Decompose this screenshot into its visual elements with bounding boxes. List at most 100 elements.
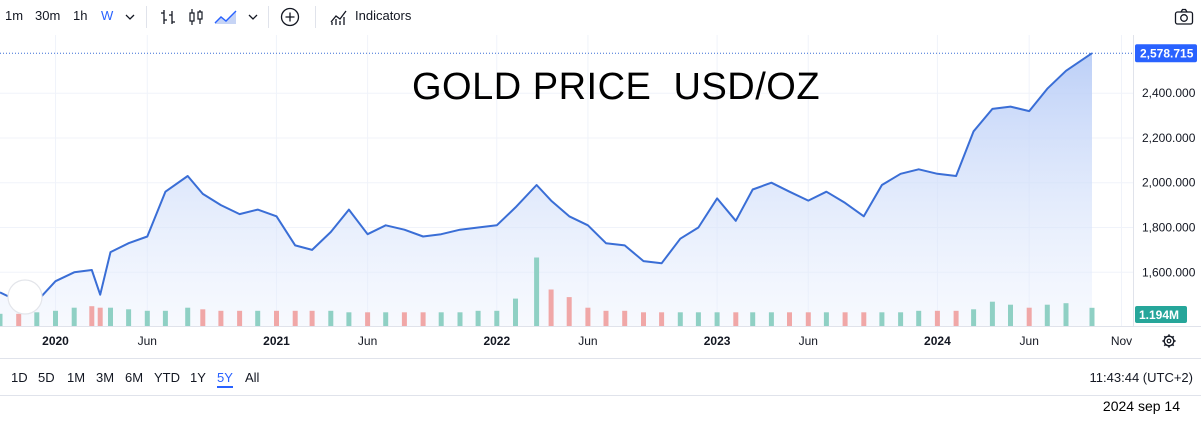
y-tick-label: 2,200.000: [1142, 131, 1196, 145]
price-chart[interactable]: 2,400.000 2,200.000 2,000.000 1,800.000 1,60…: [0, 35, 1201, 358]
x-tick-label: 2023: [704, 334, 731, 348]
x-tick-label: Jun: [1020, 334, 1039, 348]
chevron-down-icon[interactable]: [120, 6, 140, 28]
range-6m[interactable]: 6M: [125, 370, 144, 385]
interval-30m[interactable]: 30m: [35, 8, 61, 23]
volume-bar: [585, 307, 591, 326]
volume-bar: [383, 312, 389, 326]
last-price-label: 2,578.715: [1140, 47, 1194, 61]
volume-bar: [548, 289, 554, 326]
volume-bar: [805, 312, 811, 326]
volume-bar: [475, 310, 481, 326]
chart-title: GOLD PRICE USD/OZ: [412, 66, 821, 108]
volume-bar: [659, 312, 665, 326]
chevron-down-icon[interactable]: [244, 6, 262, 28]
clock: 11:43:44 (UTC+2): [1089, 370, 1193, 385]
volume-bar: [1008, 304, 1013, 326]
interval-w[interactable]: W: [101, 8, 114, 23]
volume-bar: [309, 310, 315, 326]
range-1m[interactable]: 1M: [67, 370, 86, 385]
x-tick-label: 2024: [924, 334, 951, 348]
range-3m[interactable]: 3M: [96, 370, 115, 385]
volume-label: 1.194M: [1139, 308, 1179, 322]
bar-style-icon[interactable]: [157, 6, 179, 28]
volume-bar: [989, 301, 995, 326]
gear-tooth: [1163, 343, 1167, 347]
range-5d[interactable]: 5D: [38, 370, 55, 385]
range-ytd[interactable]: YTD: [154, 370, 180, 385]
volume-bar: [457, 312, 463, 326]
volume-bar: [255, 310, 261, 326]
toolbar-divider: [268, 6, 269, 28]
volume-bar: [842, 312, 848, 326]
area-style-icon[interactable]: [213, 6, 239, 28]
range-5y[interactable]: 5Y: [217, 370, 233, 388]
x-tick-label: Jun: [799, 334, 818, 348]
volume-bar: [346, 312, 352, 326]
toolbar-divider: [146, 6, 147, 28]
gear-hub: [1166, 338, 1172, 344]
volume-bar: [641, 312, 646, 326]
x-tick-label: 2022: [483, 334, 510, 348]
volume-bar: [162, 310, 168, 326]
camera-icon[interactable]: [1172, 6, 1196, 28]
volume-bar: [401, 312, 407, 326]
toolbar-divider: [315, 6, 316, 28]
range-all[interactable]: All: [245, 370, 260, 385]
range-bar: 1D 5D 1M 3M 6M YTD 1Y 5Y All 11:43:44 (U…: [0, 358, 1201, 395]
candle-style-icon[interactable]: [185, 6, 207, 28]
range-1d[interactable]: 1D: [11, 370, 28, 385]
last-price-badge: [1135, 44, 1197, 63]
volume-bar: [1026, 307, 1032, 326]
price-area: [0, 53, 1092, 326]
volume-bar: [603, 310, 609, 326]
settings-gear-icon[interactable]: [1162, 334, 1176, 348]
volume-bar: [768, 312, 774, 326]
volume-bar: [53, 310, 58, 326]
volume-badge: [1135, 306, 1187, 323]
y-tick-label: 1,600.000: [1142, 265, 1196, 279]
x-tick-label: Jun: [138, 334, 157, 348]
y-tick-label: 2,400.000: [1142, 86, 1196, 100]
volume-bar: [823, 312, 829, 326]
gear-tooth: [1171, 343, 1175, 347]
volume-bar: [185, 307, 191, 326]
footer-date: 2024 sep 14: [1102, 398, 1180, 414]
volume-bar: [733, 312, 739, 326]
volume-bar: [677, 312, 683, 326]
volume-bar: [328, 310, 334, 326]
volume-bar: [750, 312, 756, 326]
volume-bar: [420, 312, 426, 326]
volume-bar: [218, 310, 224, 326]
gear-tooth: [1171, 335, 1175, 339]
volume-bar: [787, 312, 792, 326]
gear-ring: [1163, 335, 1175, 347]
volume-bar: [513, 298, 518, 326]
volume-bar: [89, 306, 95, 326]
range-1y[interactable]: 1Y: [190, 370, 206, 385]
volume-bar: [0, 313, 3, 326]
volume-bar: [1063, 303, 1069, 326]
volume-bar: [108, 307, 113, 326]
volume-bar: [861, 312, 867, 326]
interval-1h[interactable]: 1h: [73, 8, 88, 23]
chart-toolbar: 1m 30m 1h W Indicators: [0, 0, 1201, 34]
x-tick-label: 2021: [263, 334, 290, 348]
gear-tooth: [1163, 335, 1167, 339]
y-tick-label: 2,000.000: [1142, 176, 1196, 190]
indicators-button[interactable]: Indicators: [355, 8, 412, 23]
add-icon[interactable]: [279, 6, 301, 28]
volume-bar: [898, 312, 904, 326]
interval-1m[interactable]: 1m: [5, 8, 24, 23]
volume-bar: [97, 307, 103, 326]
volume-bar: [934, 310, 940, 326]
volume-bar: [494, 310, 500, 326]
volume-bar: [274, 310, 279, 326]
volume-bar: [144, 310, 150, 326]
x-tick-label: Jun: [578, 334, 597, 348]
indicators-icon[interactable]: [328, 6, 350, 28]
volume-bar: [292, 310, 298, 326]
crosshair-circle: [7, 279, 43, 315]
volume-bar: [1044, 304, 1050, 326]
volume-bar: [365, 312, 371, 326]
